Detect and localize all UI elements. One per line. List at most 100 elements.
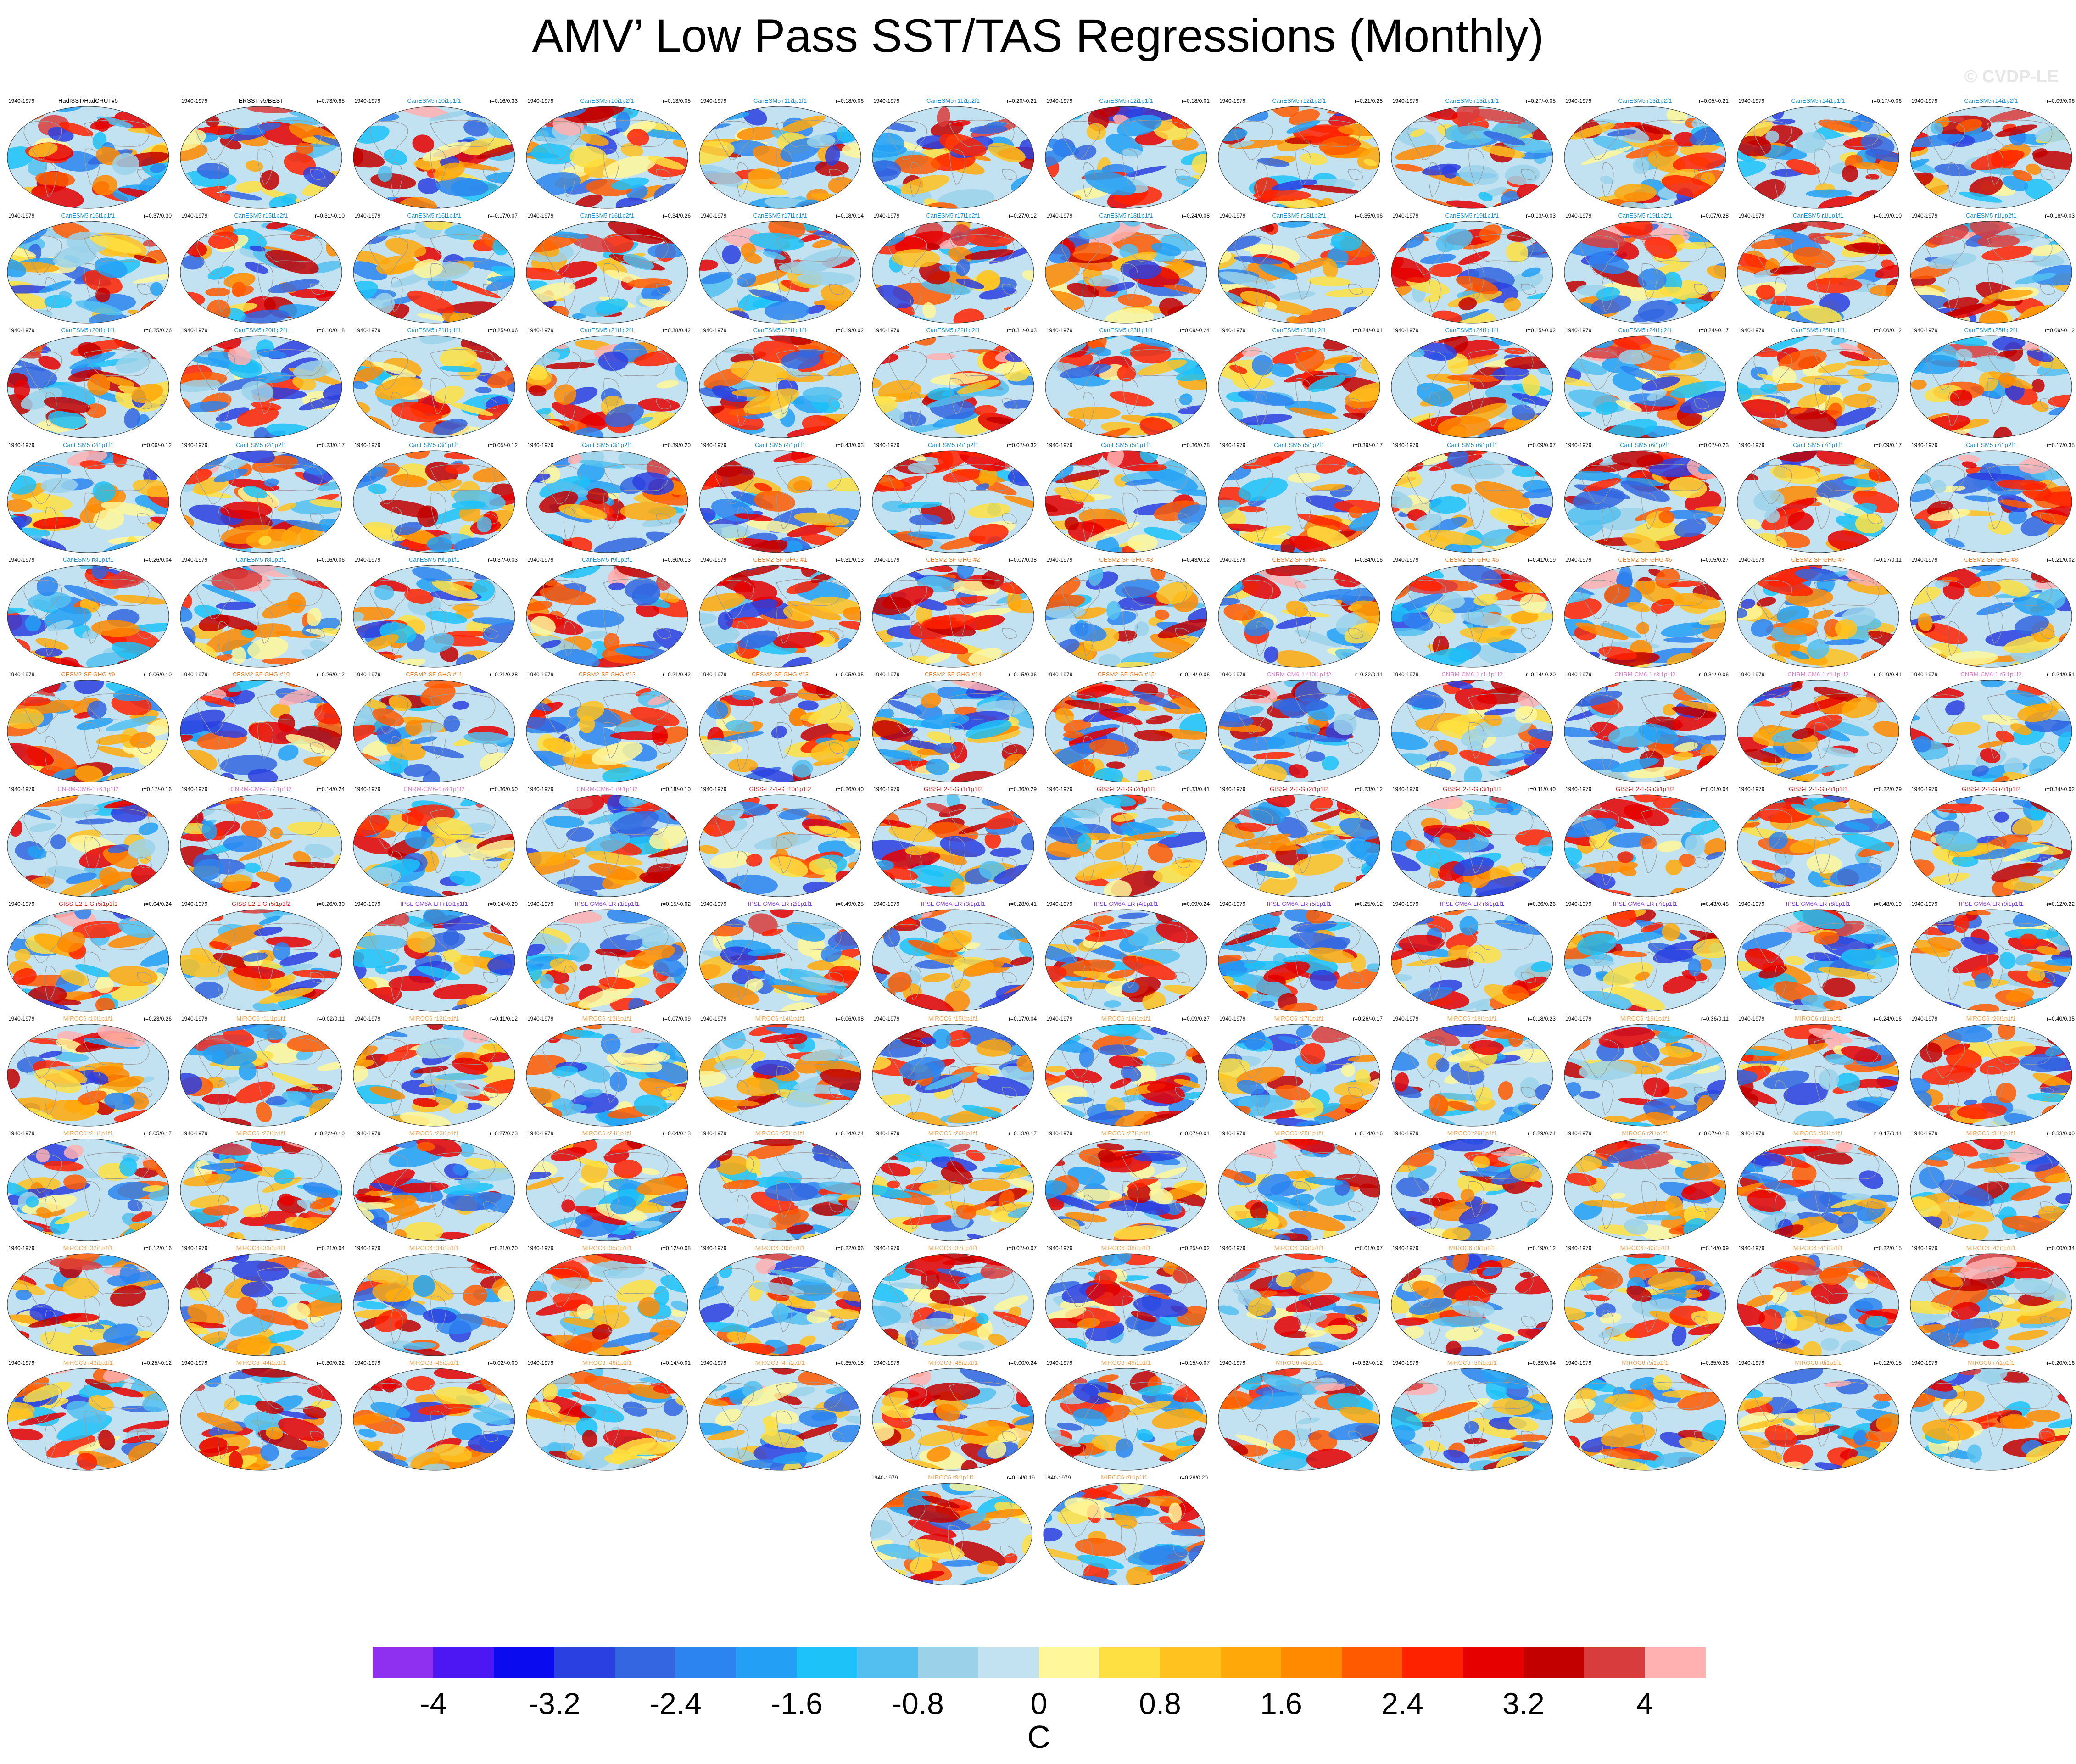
map-panel: 1940-1979 CESM2-SF GHG #6 r=0.05/0.27 [1560,556,1730,670]
map-panel: 1940-1979 MIROC6 r43i1p1f1 r=0.25/-0.12 [3,1359,173,1473]
map-panel: 1940-1979 CanESM5 r25i1p2f1 r=0.09/-0.12 [1906,327,2076,441]
panel-correlation: r=0.12/-0.08 [660,1245,691,1251]
panel-correlation: r=0.14/0.09 [1700,1245,1729,1251]
panel-period: 1940-1979 [1219,1245,1246,1251]
map-panel: 1940-1979 MIROC6 r30i1p1f1 r=0.17/0.11 [1733,1130,1903,1244]
panel-period: 1940-1979 [1738,671,1765,678]
panel-period: 1940-1979 [354,1245,381,1251]
panel-correlation: r=0.25/0.26 [143,327,172,334]
panel-period: 1940-1979 [1046,557,1073,563]
colorbar-swatch [554,1647,615,1678]
panel-correlation: r=0.05/-0.21 [1698,98,1729,104]
regression-map [7,221,169,324]
map-panel: 1940-1979 MIROC6 r12i1p1f1 r=0.11/0.12 [349,1015,519,1129]
panel-correlation: r=0.14/-0.01 [660,1360,691,1366]
map-panel: 1940-1979 MIROC6 r23i1p1f1 r=0.27/0.23 [349,1130,519,1244]
panel-period: 1940-1979 [354,671,381,678]
panel-correlation: r=0.02/0.11 [317,1016,345,1022]
regression-map [1218,565,1380,668]
panel-title: MIROC6 r9i1p1f1 [1101,1474,1148,1481]
panel-period: 1940-1979 [354,327,381,334]
regression-map [872,221,1034,324]
panel-period: 1940-1979 [873,442,900,448]
panel-period: 1940-1979 [1911,557,1938,563]
map-panel: 1940-1979 CESM2-SF GHG #3 r=0.43/0.12 [1041,556,1211,670]
regression-map [7,1368,169,1471]
regression-map [699,680,861,782]
panel-correlation: r=0.09/0.17 [1873,442,1902,448]
regression-map [1737,680,1899,782]
panel-correlation: r=0.37/0.30 [143,212,172,219]
panel-period: 1940-1979 [181,1016,208,1022]
regression-map [526,106,688,209]
regression-map [1564,1253,1726,1356]
panel-period: 1940-1979 [1565,442,1592,448]
map-panel: 1940-1979 CanESM5 r9i1p1f1 r=0.37/-0.03 [349,556,519,670]
panel-period: 1940-1979 [527,98,554,104]
map-panel: 1940-1979 MIROC6 r24i1p1f1 r=0.04/0.13 [522,1130,692,1244]
regression-map [699,1024,861,1127]
panel-period: 1940-1979 [1392,786,1419,793]
regression-map [180,909,342,1012]
panel-title: CNRM-CM6-1 r7i1p1f2 [230,786,292,793]
panel-period: 1940-1979 [1738,1130,1765,1137]
panel-correlation: r=0.14/0.24 [835,1130,864,1137]
panel-title: CanESM5 r20i1p2f1 [234,327,288,334]
panel-title: MIROC6 r40i1p1f1 [1620,1245,1670,1251]
panel-period: 1940-1979 [527,901,554,907]
regression-map [7,1024,169,1127]
panel-title: MIROC6 r22i1p1f1 [236,1130,286,1137]
panel-correlation: r=0.09/0.24 [1181,901,1210,907]
panel-period: 1940-1979 [1219,901,1246,907]
panel-correlation: r=0.30/0.22 [316,1360,345,1366]
panel-correlation: r=0.07/-0.23 [1698,442,1729,448]
panel-period: 1940-1979 [1738,786,1765,793]
regression-map [699,565,861,668]
panel-title: CESM2-SF GHG #3 [1099,556,1153,563]
map-panel: 1940-1979 MIROC6 r39i1p1f1 r=0.01/0.07 [1214,1245,1384,1358]
panel-correlation: r=0.31/-0.06 [1698,671,1729,678]
map-panel: 1940-1979 CanESM5 r24i1p1f1 r=0.15/-0.02 [1387,327,1557,441]
colorbar-tick-label: -2.4 [649,1686,702,1720]
regression-map [526,794,688,897]
panel-period: 1940-1979 [181,327,208,334]
map-panel: 1940-1979 HadISST/HadCRUTv5 [3,97,173,211]
panel-period: 1940-1979 [1738,1245,1765,1251]
map-panel: 1940-1979 CanESM5 r1i1p1f1 r=0.19/0.10 [1733,212,1903,326]
panel-period: 1940-1979 [181,1360,208,1366]
panel-correlation: r=0.18/0.01 [1181,98,1210,104]
panel-title: MIROC6 r24i1p1f1 [582,1130,632,1137]
panel-correlation: r=0.38/0.42 [662,327,691,334]
panel-correlation: r=0.12/0.16 [143,1245,172,1251]
colorbar-tick-label: 0 [1030,1686,1048,1720]
panel-period: 1940-1979 [1392,98,1419,104]
map-panel: 1940-1979 MIROC6 r35i1p1f1 r=0.12/-0.08 [522,1245,692,1358]
regression-map [872,1368,1034,1471]
panel-title: CESM2-SF GHG #13 [751,671,809,678]
map-panel: 1940-1979 CanESM5 r6i1p2f1 r=0.07/-0.23 [1560,441,1730,555]
regression-map [180,221,342,324]
regression-map [1564,1024,1726,1127]
panel-period: 1940-1979 [700,98,727,104]
panel-correlation: r=0.35/0.06 [1354,212,1383,219]
panel-period: 1940-1979 [1565,901,1592,907]
panel-correlation: r=0.00/0.24 [1008,1360,1037,1366]
map-panel: 1940-1979 MIROC6 r2i1p1f1 r=0.07/-0.18 [1560,1130,1730,1244]
colorbar-tick-label: 4 [1636,1686,1653,1720]
panel-title: MIROC6 r28i1p1f1 [1274,1130,1324,1137]
panel-correlation: r=0.18/0.23 [1527,1016,1556,1022]
panel-title: MIROC6 r27i1p1f1 [1101,1130,1151,1137]
panel-period: 1940-1979 [354,212,381,219]
panel-correlation: r=0.22/0.15 [1873,1245,1902,1251]
panel-correlation: r=0.25/0.12 [1354,901,1383,907]
colorbar-swatch [615,1647,676,1678]
regression-map [353,1368,515,1471]
panel-title: GISS-E2-1-G r10i1p1f2 [749,786,811,793]
regression-map [1737,450,1899,553]
panel-title: CanESM5 r2i1p2f1 [236,441,286,448]
panel-period: 1940-1979 [354,442,381,448]
regression-map [1045,1024,1207,1127]
map-panel: 1940-1979 MIROC6 r25i1p1f1 r=0.14/0.24 [695,1130,865,1244]
panel-title: MIROC6 r34i1p1f1 [409,1245,459,1251]
panel-title: MIROC6 r42i1p1f1 [1966,1245,2016,1251]
